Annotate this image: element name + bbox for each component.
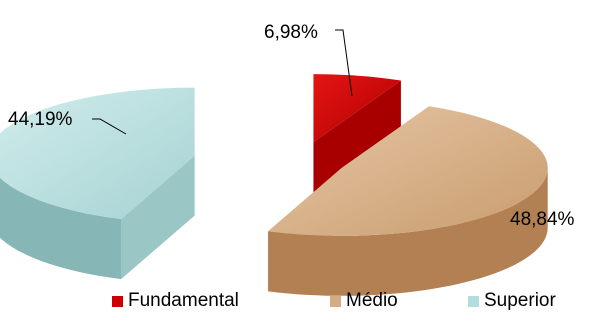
- pie-slice-superior: [0, 87, 195, 280]
- legend-label-1: Médio: [346, 290, 398, 311]
- legend-swatch-1: [330, 295, 341, 307]
- pie-slice-medio: [268, 106, 548, 296]
- legend-item-1: Médio: [330, 290, 398, 312]
- legend: Fundamental Médio Superior: [0, 290, 597, 316]
- legend-label-2: Superior: [484, 290, 556, 311]
- legend-swatch-0: [112, 295, 123, 307]
- pie-slice-fundamental: [313, 74, 401, 203]
- leader-line-2: [92, 118, 127, 135]
- legend-item-2: Superior: [468, 290, 556, 312]
- data-label-2: 44,19%: [8, 109, 73, 130]
- leader-line-0: [335, 29, 353, 97]
- legend-item-0: Fundamental: [112, 290, 239, 312]
- data-label-0: 6,98%: [264, 22, 318, 43]
- data-label-1: 48,84%: [510, 209, 575, 230]
- legend-swatch-2: [468, 295, 479, 307]
- legend-label-0: Fundamental: [128, 290, 239, 311]
